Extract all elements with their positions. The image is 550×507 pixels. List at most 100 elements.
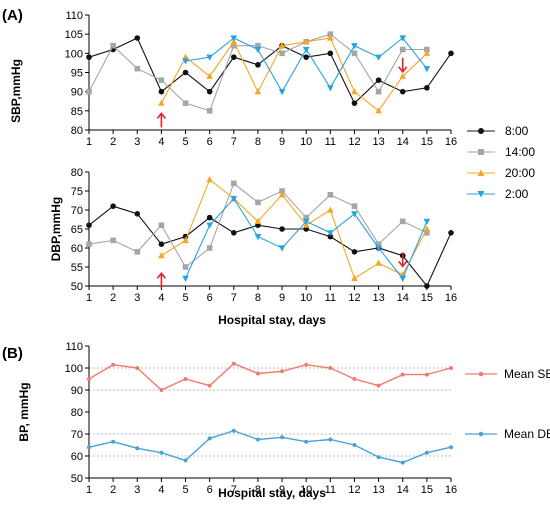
mean-bp-x-tick-label: 7 <box>231 484 237 496</box>
sbp-point-20-00 <box>327 34 334 41</box>
mean-bp-reference-lines <box>89 367 451 457</box>
dbp-point-2-00 <box>302 218 310 225</box>
sbp-point-14-00 <box>182 100 189 106</box>
sbp-x-tick-label: 2 <box>110 136 116 148</box>
sbp-x-tick-label: 12 <box>348 136 360 148</box>
sbp-point-20-00 <box>423 49 431 56</box>
mean-bp-y-tick-label: 60 <box>71 451 83 463</box>
sbp-line-8-00 <box>88 37 452 105</box>
mean-bp-series-group <box>87 361 453 465</box>
dbp-y-tick-label: 50 <box>71 281 83 293</box>
dbp-x-tick-label: 4 <box>158 292 164 304</box>
mean-bp-point-mean-dbp <box>400 460 405 465</box>
sbp-x-tick-label: 7 <box>231 136 237 148</box>
mean-bp-point-mean-sbp <box>183 377 188 381</box>
dbp-point-8-00 <box>158 241 165 247</box>
timepoint-legend: 8:00 14:00 20:00 2:00 <box>467 124 535 201</box>
dbp-point-8-00 <box>448 230 454 236</box>
legend-label-14-00: 14:00 <box>505 145 535 159</box>
dbp-point-20-00 <box>423 225 431 232</box>
mean-bp-line-mean-dbp <box>88 429 452 464</box>
sbp-point-14-00 <box>351 50 358 57</box>
dbp-y-tick-label: 65 <box>71 224 83 236</box>
mean-bp-x-tick-label: 6 <box>207 484 213 496</box>
dbp-point-14-00 <box>86 241 92 247</box>
sbp-point-2-00 <box>278 89 286 96</box>
dbp-x-tick-label: 6 <box>207 292 213 304</box>
mean-bp-point-mean-dbp <box>87 445 91 450</box>
legend-label-mean-dbp: Mean DBP <box>504 427 550 441</box>
sbp-point-14-00 <box>399 46 406 53</box>
dbp-point-8-00 <box>110 203 116 209</box>
sbp-point-14-00 <box>255 42 261 49</box>
mean-bp-x-tick-label: 8 <box>255 484 261 496</box>
mean-bp-y-tick-label: 70 <box>71 429 83 441</box>
mean-bp-x-tick-label: 1 <box>86 484 92 496</box>
dbp-y-tick-label: 60 <box>71 243 83 255</box>
sbp-point-14-00 <box>86 88 92 95</box>
mean-bp-x-tick-label: 13 <box>372 484 384 496</box>
mean-bp-point-mean-sbp <box>400 372 405 377</box>
mean-bp-point-mean-dbp <box>376 455 381 460</box>
sbp-point-2-00 <box>351 43 358 50</box>
legend-item-20-00: 20:00 <box>467 166 535 180</box>
sbp-point-8-00 <box>399 88 406 95</box>
sbp-point-14-00 <box>110 42 116 49</box>
sbp-point-8-00 <box>158 88 165 95</box>
dbp-point-20-00 <box>158 252 165 259</box>
sbp-point-20-00 <box>302 38 310 45</box>
sbp-x-tick-label: 3 <box>134 136 140 148</box>
sbp-point-20-00 <box>254 88 262 95</box>
sbp-point-8-00 <box>351 100 358 106</box>
mean-bp-point-mean-sbp <box>255 371 260 376</box>
mean-bp-x-tick-label: 2 <box>110 484 116 496</box>
sbp-point-20-00 <box>399 72 407 79</box>
dbp-y-tick-label: 55 <box>71 262 83 274</box>
dbp-x-tick-label: 1 <box>86 292 92 304</box>
dbp-point-20-00 <box>182 236 189 243</box>
dbp-point-8-00 <box>134 211 141 217</box>
sbp-point-8-00 <box>424 85 430 91</box>
sbp-x-tick-label: 8 <box>255 136 261 148</box>
sbp-point-8-00 <box>303 54 310 60</box>
dbp-x-tick-label: 5 <box>182 292 188 304</box>
dbp-point-14-00 <box>110 237 116 244</box>
dbp-point-14-00 <box>424 230 430 236</box>
dbp-point-2-00 <box>351 211 358 218</box>
dbp-x-tick-label: 13 <box>372 292 384 304</box>
sbp-point-14-00 <box>279 50 285 57</box>
mean-bp-point-mean-dbp <box>280 435 285 440</box>
dbp-point-14-00 <box>375 241 382 247</box>
mean-bp-x-tick-label: 14 <box>397 484 409 496</box>
dbp-x-tick-label: 11 <box>325 292 336 304</box>
sbp-line-20-00 <box>160 37 428 112</box>
mean-bp-y-tick-label: 90 <box>71 385 83 397</box>
mean-bp-y-tick-label: 100 <box>65 363 83 375</box>
dbp-point-2-00 <box>206 222 213 229</box>
mean-bp-point-mean-dbp <box>183 458 188 463</box>
dbp-point-2-00 <box>423 218 431 225</box>
legend-item-mean-dbp: Mean DBP <box>465 427 550 441</box>
mean-bp-x-tick-label: 5 <box>182 484 188 496</box>
legend-item-8-00: 8:00 <box>467 124 529 138</box>
dbp-point-8-00 <box>327 233 334 240</box>
sbp-y-tick-label: 105 <box>65 29 83 41</box>
dbp-point-14-00 <box>303 214 309 221</box>
dbp-line-2-00 <box>184 197 428 280</box>
sbp-point-8-00 <box>206 88 213 95</box>
sbp-y-tick-label: 95 <box>71 68 83 80</box>
sbp-point-20-00 <box>206 72 213 79</box>
mean-bp-point-mean-dbp <box>255 437 260 442</box>
dbp-x-tick-label: 3 <box>134 292 140 304</box>
sbp-y-tick-label: 100 <box>65 48 83 60</box>
dbp-point-2-00 <box>254 234 262 241</box>
sbp-point-8-00 <box>182 69 189 76</box>
sbp-point-8-00 <box>86 54 92 60</box>
dbp-x-tick-label: 7 <box>231 292 237 304</box>
sbp-point-20-00 <box>158 99 165 106</box>
mean-bp-y-axis-label: BP, mmHg <box>17 382 31 441</box>
legend-item-2-00: 2:00 <box>467 187 529 201</box>
dbp-point-14-00 <box>231 180 237 187</box>
